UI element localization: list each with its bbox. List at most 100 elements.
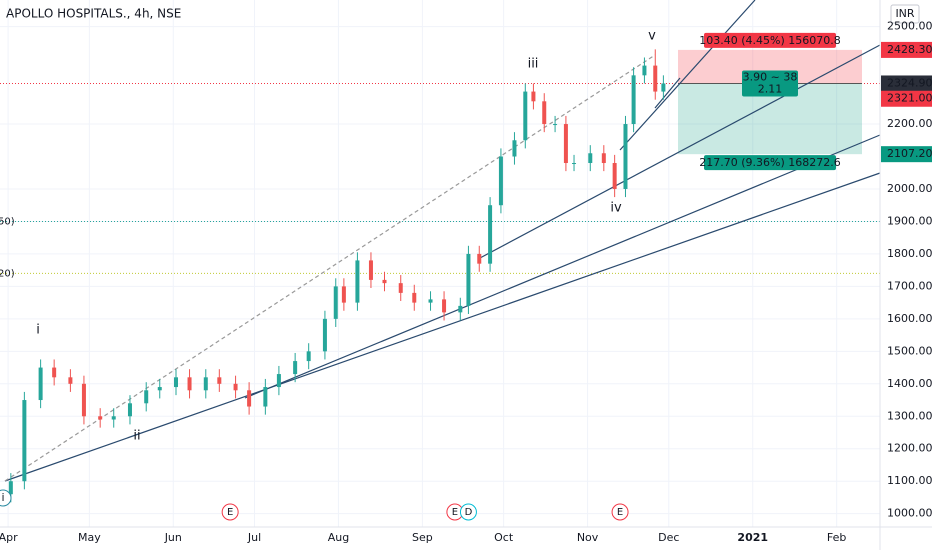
x-tick-label: 2021 [737, 531, 768, 544]
candle-body [81, 383, 86, 417]
x-tick-label: Nov [577, 531, 599, 544]
ratio-value: 2.11 [758, 82, 783, 95]
price-tag-label: 2321.00 [887, 92, 932, 105]
indicator-label: 20) [0, 268, 15, 279]
candle-body [341, 286, 346, 303]
candle-body [22, 400, 27, 482]
candle-body [531, 91, 536, 102]
candle-body [542, 101, 547, 125]
x-tick-label: Oct [494, 531, 514, 544]
candle-body [588, 153, 593, 164]
candle-body [127, 403, 132, 417]
grid [0, 0, 880, 527]
price-tag-label: 2324.90 [887, 76, 932, 89]
trend-line [244, 134, 881, 399]
wave-label: ii [133, 429, 140, 444]
candle-body [653, 65, 658, 92]
candle-body [233, 383, 238, 391]
candle-body [623, 124, 628, 189]
candle-body [466, 253, 471, 306]
candle-body [38, 367, 43, 401]
event-marker [459, 503, 477, 521]
wave-label: v [648, 29, 656, 44]
event-label: E [617, 507, 623, 518]
candle-body [612, 163, 617, 189]
y-tick-label: 1800.00 [887, 247, 932, 260]
trend-line [4, 172, 881, 482]
ratio-label: 3.90 ~ 38 [743, 70, 798, 83]
candle-body [293, 361, 298, 375]
target-label-bg [704, 155, 836, 171]
candle-body [8, 481, 13, 495]
wave-label: i [36, 323, 40, 338]
wave-label: iii [528, 57, 539, 72]
candle-body [263, 387, 268, 407]
wave-origin-label: i [1, 491, 4, 504]
y-tick-label: 2200.00 [887, 117, 932, 130]
candle-body [428, 299, 433, 303]
currency: INR [895, 7, 914, 20]
candle-body [306, 351, 311, 362]
candle-body [157, 387, 162, 391]
y-tick-label: 2500.00 [887, 20, 932, 33]
candle-body [382, 279, 387, 284]
y-tick-label: 1300.00 [887, 409, 932, 422]
trend-line [619, 0, 756, 151]
candle-body [276, 374, 281, 388]
candle-body [98, 416, 103, 420]
candle-body [68, 377, 73, 384]
stop-label-bg [704, 32, 836, 48]
candle-body [174, 377, 178, 388]
event-marker [611, 503, 629, 521]
y-tick-label: 1900.00 [887, 214, 932, 227]
price-tag-label: 2107.20 [887, 147, 932, 160]
x-tick-label: Jul [247, 531, 261, 544]
y-tick-label: 2000.00 [887, 182, 932, 195]
candle-body [553, 124, 558, 126]
x-tick-label: Feb [827, 531, 846, 544]
candle-body [368, 260, 373, 280]
candle-body [631, 75, 636, 125]
candle-body [488, 205, 493, 264]
candle-body [187, 377, 192, 391]
candle-body [661, 83, 666, 92]
price-tag [881, 90, 932, 107]
event-label: D [465, 507, 473, 518]
trend-line [654, 77, 681, 109]
candle-body [412, 292, 417, 303]
price-tag [881, 146, 932, 163]
stop-label: 103.40 (4.45%) 156070.8 [699, 34, 841, 47]
x-tick-label: Dec [658, 531, 679, 544]
candle-body [52, 367, 57, 378]
event-marker [221, 503, 239, 521]
chart-title: APOLLO HOSPITALS., 4h, NSE [6, 7, 181, 21]
price-tag [881, 41, 932, 58]
y-tick-label: 1000.00 [887, 507, 932, 520]
candle-body [442, 299, 447, 313]
currency-box [890, 4, 920, 24]
candle-body [247, 390, 252, 407]
candle-body [601, 153, 606, 164]
wave-origin [0, 489, 12, 507]
candle-body [563, 124, 568, 164]
candle-body [398, 283, 403, 293]
candle-body [572, 163, 577, 165]
price-tag-label: 2428.30 [887, 43, 932, 56]
candle-body [203, 377, 208, 391]
y-tick-label: 1100.00 [887, 474, 932, 487]
x-tick-label: Jun [164, 531, 182, 544]
x-tick-label: Aug [328, 531, 349, 544]
candle-body [642, 65, 647, 76]
x-tick-label: Sep [412, 531, 433, 544]
indicator-label: 50) [0, 216, 15, 227]
x-tick-label: May [78, 531, 101, 544]
y-tick-label: 1200.00 [887, 442, 932, 455]
x-tick-label: Apr [0, 531, 18, 544]
candle-body [144, 390, 149, 404]
y-tick-label: 1400.00 [887, 377, 932, 390]
overlay: 50) 20) 103.40 (4.45%) 156070.8 3.90 ~ 382.… [0, 29, 841, 521]
candle-body [111, 416, 116, 420]
y-tick-label: 1600.00 [887, 312, 932, 325]
candle-body [217, 377, 222, 384]
